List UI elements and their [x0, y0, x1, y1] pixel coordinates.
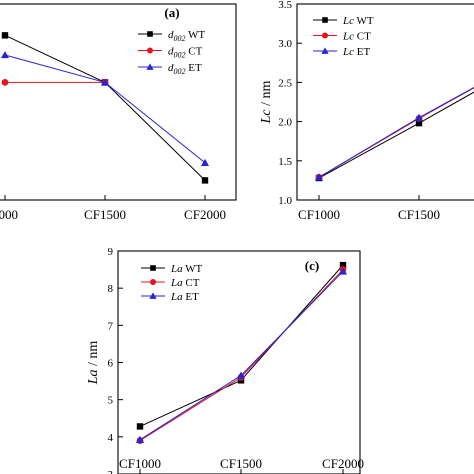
y-tick-label: 1.0: [278, 195, 292, 207]
legend-suffix: CT: [183, 277, 200, 289]
y-axis-label-unit: / nm: [86, 341, 101, 370]
series-line: [139, 264, 344, 427]
legend-symbol: d: [168, 29, 174, 41]
x-tick-label: CF2000: [322, 456, 364, 471]
legend-symbol: d: [168, 62, 174, 74]
legend-suffix: CT: [186, 46, 203, 58]
y-tick-label: 5: [108, 395, 114, 407]
legend-marker: [147, 31, 153, 37]
legend-symbol: d: [168, 46, 174, 58]
legend-marker: [150, 279, 156, 285]
x-tick-label: CF1500: [84, 207, 126, 222]
x-tick-label: CF1500: [220, 456, 262, 471]
legend-symbol: La: [170, 291, 183, 303]
data-point: [136, 435, 144, 444]
legend-marker: [322, 32, 328, 39]
legend-suffix: WT: [183, 263, 203, 275]
y-tick-label: 8: [108, 283, 114, 295]
y-tick-label: 4: [108, 432, 114, 444]
legend-suffix: ET: [354, 46, 370, 58]
data-point: [201, 177, 209, 184]
y-tick-label: 3.5: [278, 0, 292, 11]
x-tick-label: CF2000: [184, 207, 226, 222]
legend-suffix: ET: [186, 62, 202, 74]
y-axis-label: Lc / nm: [259, 81, 274, 125]
y-tick-label: 7: [108, 320, 114, 332]
legend-suffix: WT: [354, 15, 374, 27]
legend-entry: d002 WT: [168, 29, 205, 43]
y-axis-label-symbol: Lc: [259, 109, 274, 125]
data-point: [237, 371, 245, 379]
legend-entry: d002 CT: [168, 46, 203, 60]
data-point: [415, 113, 423, 121]
data-point: [136, 423, 144, 430]
y-axis-label-unit: / nm: [259, 81, 274, 110]
data-point: [1, 79, 9, 86]
series-line: [318, 86, 474, 178]
data-point: [339, 261, 347, 269]
legend-symbol: La: [170, 263, 183, 275]
legend-marker: [321, 47, 329, 54]
plot-frame: [296, 3, 474, 201]
series-group: [1, 32, 209, 184]
plot-frame: [0, 3, 237, 201]
legend-subscript: 002: [174, 67, 186, 76]
legend-suffix: ET: [183, 291, 199, 303]
series-group: [315, 86, 474, 182]
legend-marker: [322, 17, 328, 23]
legend-entry: La WT: [170, 263, 203, 275]
series-line: [318, 87, 474, 178]
series-line: [318, 91, 474, 179]
legend-subscript: 002: [174, 34, 186, 43]
data-point: [101, 78, 109, 86]
y-axis-label-symbol: La: [86, 369, 101, 385]
data-point: [415, 119, 423, 127]
legend-marker: [150, 265, 156, 271]
legend-entry: La CT: [170, 277, 200, 289]
legend-symbol: Lc: [342, 31, 354, 43]
panel-label: (c): [305, 258, 319, 273]
legend-marker: [146, 63, 154, 70]
legend-suffix: WT: [186, 29, 206, 41]
y-axis-label: La / nm: [86, 341, 101, 386]
y-tick-label: 3.0: [278, 38, 292, 50]
legend-marker: [147, 47, 153, 54]
y-tick-label: 9: [108, 246, 114, 258]
data-point: [1, 50, 9, 59]
legend-entry: d002 ET: [168, 62, 202, 76]
y-tick-label: 6: [108, 358, 114, 370]
legend-entry: La ET: [170, 291, 199, 303]
x-tick-label: CF1000: [119, 456, 161, 471]
chart-panel-2: CF1000CF1500CF20001.01.52.02.53.03.5Lc /…: [259, 0, 474, 222]
legend-subscript: 002: [174, 51, 186, 60]
data-point: [315, 173, 323, 181]
legend-marker: [149, 292, 157, 299]
y-tick-label: 3: [108, 469, 114, 474]
series-group: [136, 261, 347, 444]
y-tick-label: 2.0: [278, 117, 292, 129]
panel-label: (a): [164, 5, 179, 20]
y-tick-label: 1.5: [278, 156, 292, 168]
legend-symbol: La: [170, 277, 183, 289]
legend-symbol: Lc: [342, 15, 354, 27]
y-tick-label: 2.5: [278, 77, 292, 89]
data-point: [1, 32, 9, 39]
data-point: [339, 267, 347, 275]
legend-symbol: Lc: [342, 46, 354, 58]
legend-entry: Lc CT: [342, 31, 371, 43]
legend-suffix: CT: [354, 31, 371, 43]
x-tick-label: CF1000: [298, 207, 340, 222]
data-point: [201, 158, 209, 166]
legend-entry: Lc WT: [342, 15, 374, 27]
legend-entry: Lc ET: [342, 46, 370, 58]
x-tick-label: CF1500: [398, 207, 440, 222]
chart-panel-3: CF1000 CF1500 CF2000 3 4 5 6 7 8 9 La / nm (c) La WT…: [86, 246, 364, 474]
x-tick-label: 1000: [0, 207, 18, 222]
